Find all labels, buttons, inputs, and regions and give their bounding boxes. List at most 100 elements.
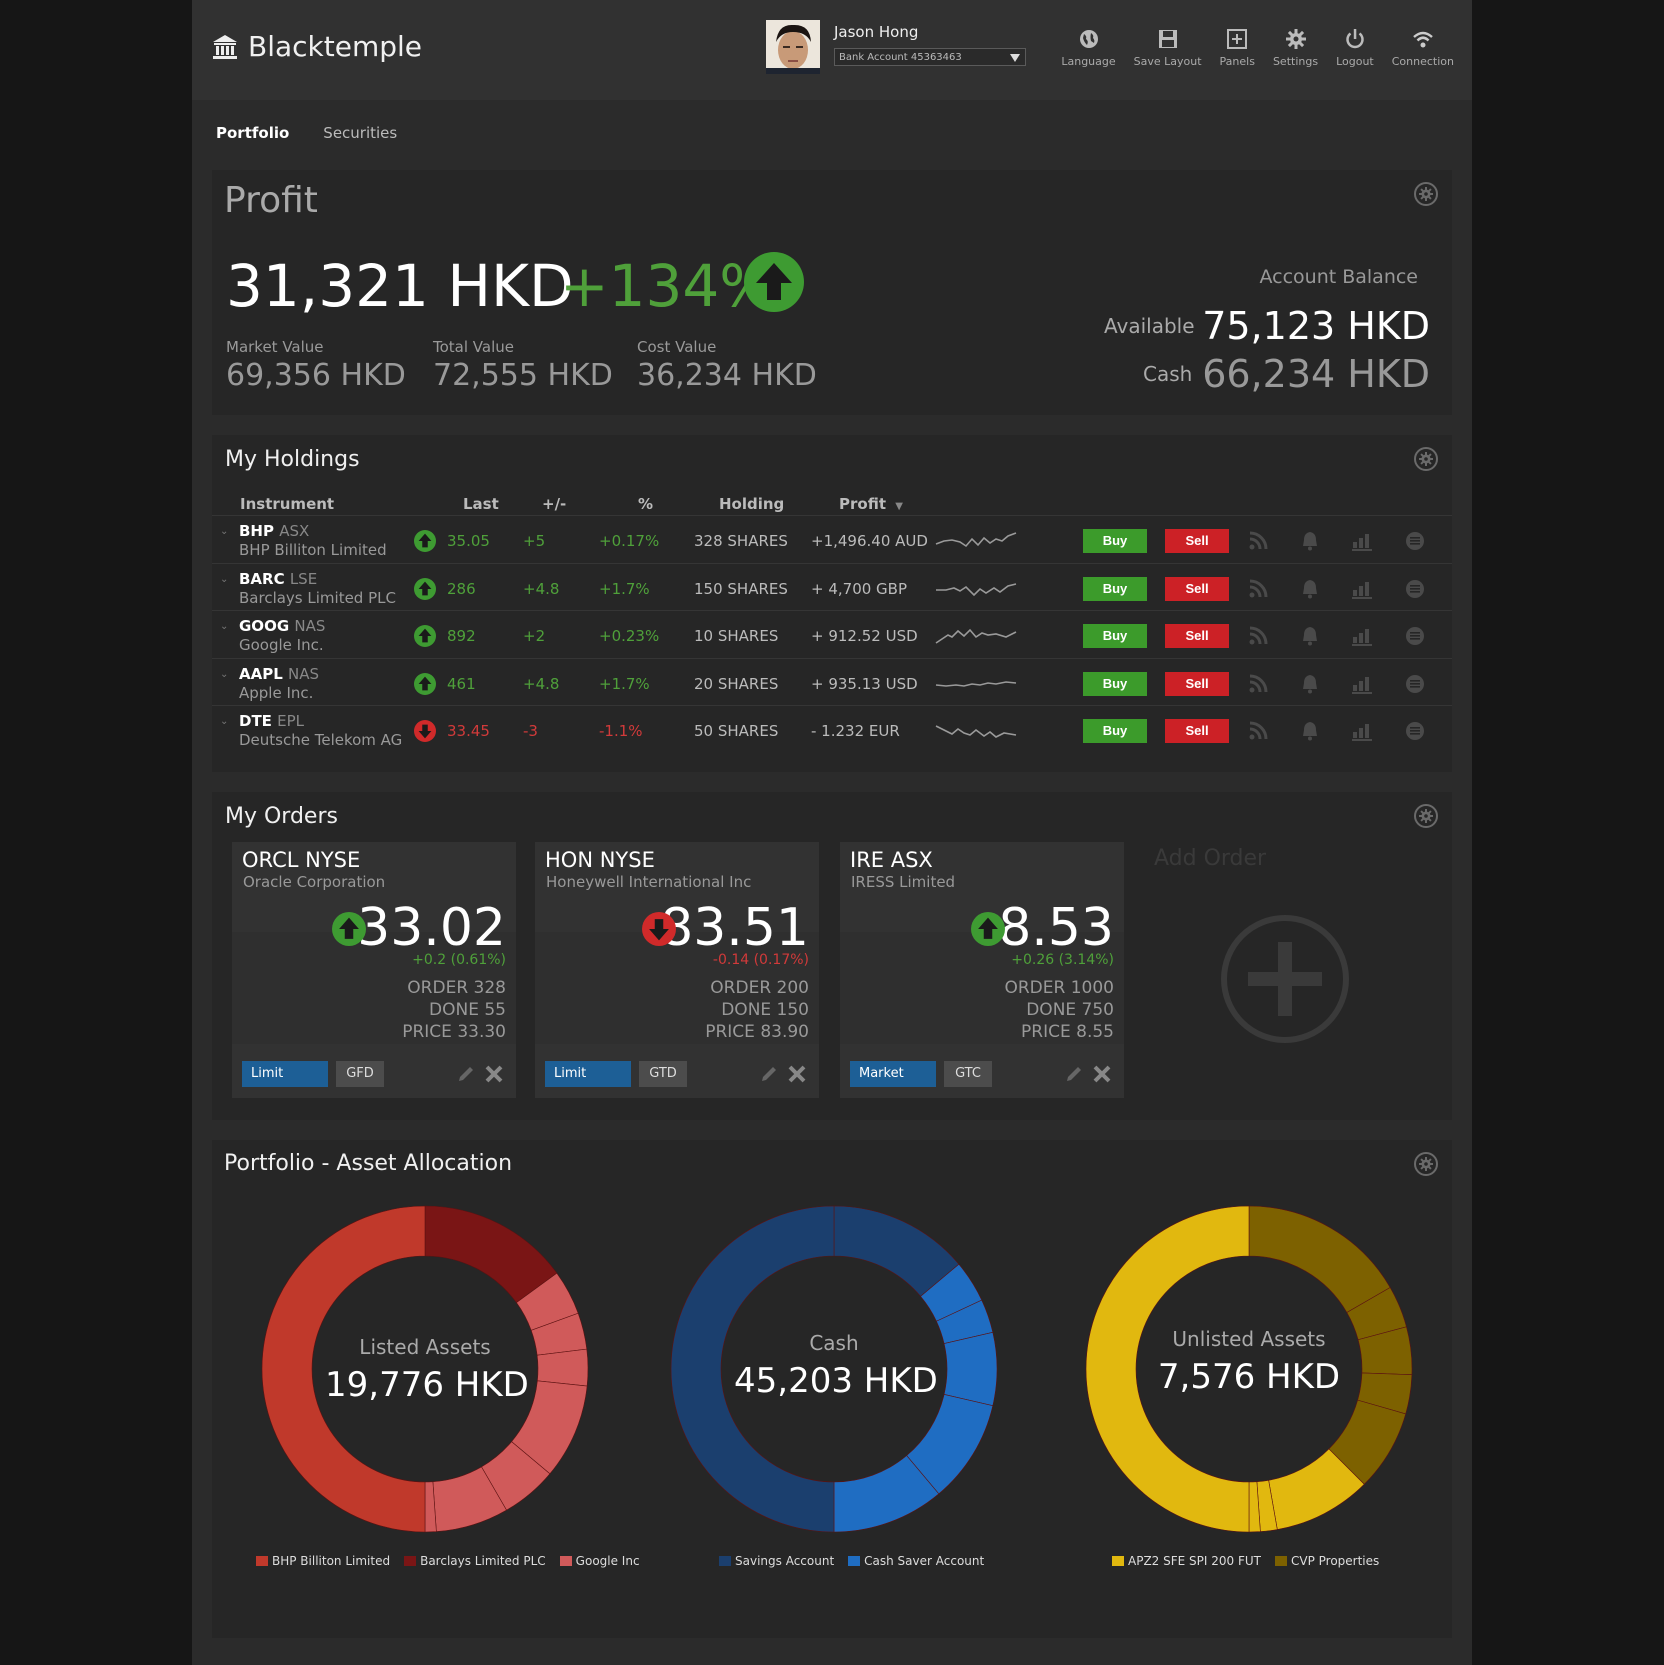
add-order-label[interactable]: Add Order <box>1154 846 1267 871</box>
legend-item[interactable]: Cash Saver Account <box>848 1554 984 1568</box>
donut-segment[interactable] <box>1085 1205 1250 1533</box>
rss-icon[interactable] <box>1247 625 1269 647</box>
table-row[interactable]: ⌄ GOOG NAS Google Inc. 892 +2 +0.23% 10 SHARES… <box>212 610 1452 661</box>
instrument-symbol[interactable]: AAPL NAS <box>239 665 319 683</box>
order-company: Oracle Corporation <box>243 873 386 891</box>
instrument-symbol[interactable]: DTE EPL <box>239 712 304 730</box>
toolbar-save-layout[interactable]: Save Layout <box>1134 28 1202 68</box>
bar-chart-icon[interactable] <box>1351 673 1373 695</box>
toolbar-logout[interactable]: Logout <box>1336 28 1374 68</box>
table-row[interactable]: ⌄ BARC LSE Barclays Limited PLC 286 +4.8 +1.7… <box>212 562 1452 614</box>
tab-securities[interactable]: Securities <box>323 124 398 142</box>
legend-item[interactable]: CVP Properties <box>1274 1554 1379 1568</box>
donut-segment[interactable] <box>670 1205 835 1533</box>
order-card[interactable]: HON NYSE Honeywell International Inc 83.51… <box>535 842 819 1098</box>
bell-icon[interactable] <box>1299 578 1321 600</box>
expand-chevron-icon[interactable]: ⌄ <box>220 621 229 632</box>
buy-button[interactable]: Buy <box>1083 719 1147 743</box>
tab-portfolio[interactable]: Portfolio <box>216 124 290 142</box>
order-card[interactable]: ORCL NYSE Oracle Corporation 33.02 +0.2 (0.… <box>232 842 516 1098</box>
rss-icon[interactable] <box>1247 720 1269 742</box>
toolbar-connection[interactable]: Connection <box>1392 28 1454 68</box>
order-tif-badge[interactable]: GFD <box>336 1061 384 1087</box>
bell-icon[interactable] <box>1299 720 1321 742</box>
legend-item[interactable]: Barclays Limited PLC <box>404 1554 546 1568</box>
pencil-icon[interactable] <box>759 1064 779 1084</box>
menu-icon[interactable] <box>1404 578 1426 600</box>
avatar[interactable] <box>766 20 820 74</box>
instrument-symbol[interactable]: BARC LSE <box>239 570 317 588</box>
column-header-last[interactable]: Last <box>463 495 499 513</box>
toolbar-panels[interactable]: Panels <box>1220 28 1255 68</box>
settings-gear-icon[interactable] <box>1414 804 1438 828</box>
settings-gear-icon[interactable] <box>1414 1152 1438 1176</box>
menu-icon[interactable] <box>1404 673 1426 695</box>
order-done: DONE 150 <box>721 1000 809 1020</box>
instrument-symbol[interactable]: BHP ASX <box>239 522 309 540</box>
donut-segment[interactable] <box>536 1348 589 1387</box>
order-tif-badge[interactable]: GTC <box>944 1061 992 1087</box>
rss-icon[interactable] <box>1247 673 1269 695</box>
legend-item[interactable]: BHP Billiton Limited <box>256 1554 390 1568</box>
settings-gear-icon[interactable] <box>1414 182 1438 206</box>
table-row[interactable]: ⌄ DTE EPL Deutsche Telekom AG 33.45 -3 -1.1% 5… <box>212 705 1452 756</box>
sell-button[interactable]: Sell <box>1165 576 1229 601</box>
close-icon[interactable] <box>1092 1064 1112 1084</box>
order-tif-badge[interactable]: GTD <box>639 1061 687 1087</box>
menu-icon[interactable] <box>1404 625 1426 647</box>
order-card[interactable]: IRE ASX IRESS Limited 8.53 +0.26 (3.14%) ORD… <box>840 842 1124 1098</box>
order-type-badge[interactable]: Market <box>850 1061 936 1087</box>
column-header-change[interactable]: +/- <box>542 495 567 513</box>
buy-button[interactable]: Buy <box>1083 671 1147 696</box>
buy-button[interactable]: Buy <box>1083 576 1147 601</box>
column-header-profit[interactable]: Profit ▼ <box>839 495 903 513</box>
menu-icon[interactable] <box>1404 530 1426 552</box>
order-type-badge[interactable]: Limit <box>545 1061 631 1087</box>
bar-chart-icon[interactable] <box>1351 530 1373 552</box>
sell-button[interactable]: Sell <box>1165 671 1229 696</box>
toolbar-language[interactable]: Language <box>1061 28 1116 68</box>
settings-gear-icon[interactable] <box>1414 447 1438 471</box>
account-select[interactable]: Bank Account 45363463 <box>834 48 1026 66</box>
sell-button[interactable]: Sell <box>1165 529 1229 553</box>
bell-icon[interactable] <box>1299 673 1321 695</box>
legend-item[interactable]: APZ2 SFE SPI 200 FUT <box>1112 1554 1261 1568</box>
donut-segment[interactable] <box>943 1331 998 1407</box>
toolbar-settings[interactable]: Settings <box>1273 28 1318 68</box>
legend-item[interactable]: Google Inc <box>559 1554 640 1568</box>
bar-chart-icon[interactable] <box>1351 625 1373 647</box>
buy-button[interactable]: Buy <box>1083 529 1147 553</box>
close-icon[interactable] <box>484 1064 504 1084</box>
expand-chevron-icon[interactable]: ⌄ <box>220 716 229 727</box>
close-icon[interactable] <box>787 1064 807 1084</box>
bar-chart-icon[interactable] <box>1351 720 1373 742</box>
bell-icon[interactable] <box>1299 530 1321 552</box>
expand-chevron-icon[interactable]: ⌄ <box>220 573 229 585</box>
change-value: -3 <box>523 722 538 740</box>
pencil-icon[interactable] <box>1064 1064 1084 1084</box>
donut-segment[interactable] <box>261 1205 426 1533</box>
buy-button[interactable]: Buy <box>1083 624 1147 648</box>
bell-icon[interactable] <box>1299 625 1321 647</box>
column-header-percent[interactable]: % <box>638 495 654 513</box>
legend-item[interactable]: Savings Account <box>719 1554 834 1568</box>
column-header-instrument[interactable]: Instrument <box>240 495 335 513</box>
expand-chevron-icon[interactable]: ⌄ <box>220 668 229 680</box>
sell-button[interactable]: Sell <box>1165 624 1229 648</box>
donut-segment[interactable] <box>1248 1205 1391 1313</box>
table-row[interactable]: ⌄ AAPL NAS Apple Inc. 461 +4.8 +1.7% 20 SHARES… <box>212 657 1452 709</box>
rss-icon[interactable] <box>1247 530 1269 552</box>
bar-chart-icon[interactable] <box>1351 578 1373 600</box>
chevron-down-icon <box>1010 54 1020 62</box>
rss-icon[interactable] <box>1247 578 1269 600</box>
sell-button[interactable]: Sell <box>1165 719 1229 743</box>
order-type-badge[interactable]: Limit <box>242 1061 328 1087</box>
table-row[interactable]: ⌄ BHP ASX BHP Billiton Limited 35.05 +5 +0.17… <box>212 515 1452 566</box>
brand[interactable]: Blacktemple <box>212 30 422 63</box>
expand-chevron-icon[interactable]: ⌄ <box>220 526 229 537</box>
column-header-holding[interactable]: Holding <box>719 495 785 513</box>
instrument-symbol[interactable]: GOOG NAS <box>239 617 325 635</box>
pencil-icon[interactable] <box>456 1064 476 1084</box>
menu-icon[interactable] <box>1404 720 1426 742</box>
add-order-button[interactable] <box>1220 914 1350 1044</box>
